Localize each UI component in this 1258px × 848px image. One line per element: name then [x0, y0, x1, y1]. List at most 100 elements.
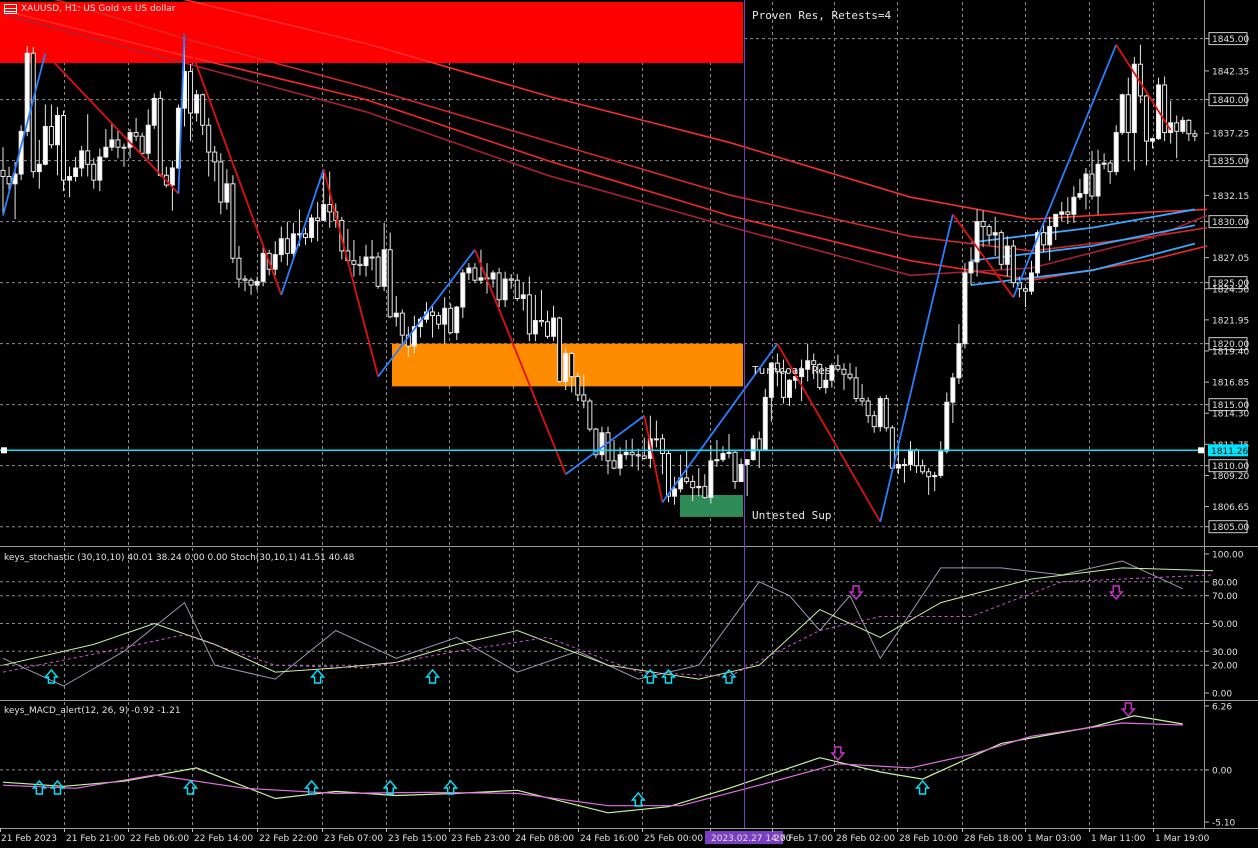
zigzag-segment — [474, 249, 567, 475]
arrow-down-icon — [848, 585, 864, 601]
zigzag-segment — [643, 415, 664, 503]
candle-body — [653, 438, 659, 441]
price-tick-label: 1810.00 — [1212, 462, 1249, 472]
candle-body — [726, 451, 732, 454]
macd-header: keys_MACD_alert(12, 26, 9) -0.92 -1.21 — [4, 706, 181, 716]
price-tick-box — [1208, 154, 1248, 168]
candle-body — [218, 161, 224, 203]
candle-body — [369, 256, 375, 259]
candle-body — [1101, 162, 1107, 165]
candle-body — [36, 163, 42, 173]
candle-body — [974, 221, 980, 263]
candle-body — [720, 452, 726, 461]
candle-body — [944, 401, 950, 452]
stoch-tick-label: 50.00 — [1212, 620, 1238, 630]
candle-body — [303, 233, 308, 239]
candle-body — [593, 428, 599, 456]
candle-body — [54, 114, 60, 146]
candle-body — [1053, 213, 1059, 228]
candle-body — [1186, 119, 1192, 135]
candle-body — [1131, 63, 1137, 134]
candle-body — [1065, 211, 1071, 215]
candle-body — [659, 438, 665, 454]
chart-title: XAUUSD, H1: US Gold vs US dollar — [4, 4, 175, 14]
price-axis: 1845.00 1842.35 1840.00 1837.25 1835.00 1832.… — [1205, 32, 1249, 829]
candle-body — [6, 175, 12, 185]
candle-body — [381, 249, 387, 287]
moving-average-line — [970, 208, 1196, 244]
candle-body — [895, 463, 901, 469]
price-tick-label: 1845.00 — [1212, 35, 1249, 45]
price-tick-label: 1825.00 — [1212, 279, 1249, 289]
candle-body — [605, 432, 611, 462]
candle-body — [169, 167, 175, 186]
arrow-up-icon — [721, 668, 737, 684]
candle-body — [1010, 245, 1016, 284]
candle-body — [623, 451, 629, 456]
stoch-tick-label: 0.00 — [1212, 690, 1232, 700]
candle-body — [635, 454, 641, 457]
candle-body — [254, 280, 260, 286]
time-label: 2023.02.27 14:00 — [711, 834, 792, 844]
candle-body — [520, 294, 526, 300]
candle-body — [817, 363, 823, 389]
arrow-up-icon — [31, 779, 47, 795]
candle-body — [393, 312, 399, 318]
macd-line — [2, 715, 1183, 814]
candle-body — [115, 139, 121, 148]
arrow-up-icon — [43, 668, 59, 684]
candle-body — [399, 312, 405, 336]
candle-body — [321, 204, 327, 221]
arrow-up-icon — [630, 791, 646, 807]
candle-body — [714, 459, 720, 462]
candle-body — [460, 272, 466, 308]
candle-body — [309, 217, 315, 239]
time-label: 28 Feb 10:00 — [899, 834, 958, 844]
candle-body — [79, 150, 85, 169]
price-tick-box — [1208, 32, 1248, 46]
price-tick-box — [1208, 520, 1248, 534]
arrow-up-icon — [443, 779, 459, 795]
candle-body — [387, 249, 393, 318]
moving-average-line — [2, 9, 1208, 282]
chart-menu-icon[interactable] — [4, 4, 17, 14]
candle-body — [774, 362, 780, 373]
candle-body — [684, 477, 690, 483]
candle-body — [563, 352, 569, 382]
candle-body — [787, 379, 792, 398]
candle-body — [666, 452, 671, 497]
arrow-up-icon — [660, 668, 677, 684]
candle-body — [811, 360, 817, 365]
candle-body — [67, 175, 73, 181]
candle-body — [0, 169, 6, 177]
price-line-handle — [1198, 447, 1204, 454]
zigzag-segment — [952, 213, 1015, 298]
candle-body — [133, 132, 139, 137]
candle-body — [883, 398, 889, 429]
candle-body — [61, 114, 66, 181]
grid-lines — [0, 0, 1258, 829]
zigzag-segment — [44, 52, 180, 195]
price-tick-box — [1208, 337, 1248, 351]
time-label: 28 Feb 18:00 — [964, 834, 1023, 844]
moving-average-line — [2, 13, 1208, 277]
price-tick-label: 1830.00 — [1212, 218, 1249, 228]
candle-body — [551, 317, 557, 337]
time-label: 21 Feb 21:00 — [66, 834, 125, 844]
candle-body — [1071, 196, 1077, 215]
candle-body — [1041, 232, 1047, 246]
candle-body — [1004, 245, 1010, 265]
candle-body — [1022, 288, 1028, 292]
candle-body — [575, 376, 581, 396]
current-price-label: 1811.26 — [1211, 447, 1248, 457]
candle-body — [151, 97, 157, 126]
macd-tick-label: 0.00 — [1212, 766, 1232, 776]
candle-body — [248, 279, 254, 286]
candle-body — [569, 352, 575, 378]
candle-body — [194, 94, 200, 114]
crosshair-time-box — [705, 831, 783, 844]
candle-body — [998, 232, 1004, 265]
candle-body — [224, 183, 230, 203]
zigzag-segment — [322, 168, 379, 377]
